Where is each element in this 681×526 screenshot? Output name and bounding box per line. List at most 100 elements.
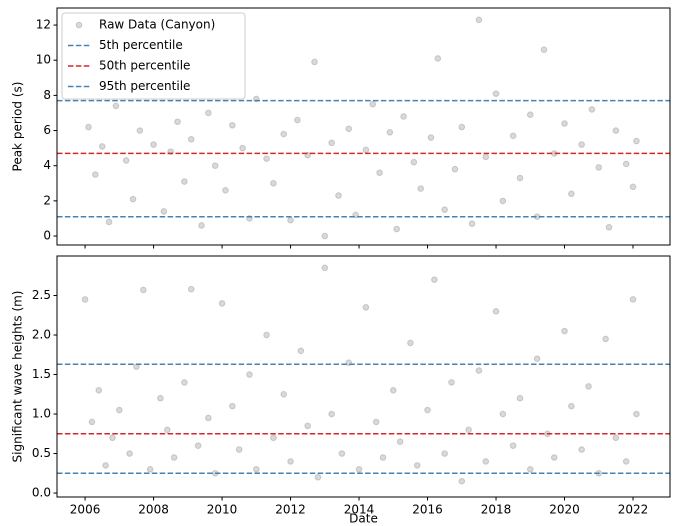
point xyxy=(263,155,270,162)
point xyxy=(431,276,438,284)
point xyxy=(109,434,116,442)
point xyxy=(129,195,137,203)
point xyxy=(362,304,370,311)
point xyxy=(499,410,507,418)
point xyxy=(194,442,202,449)
y-tick-label: 10 xyxy=(36,53,51,67)
point xyxy=(95,387,103,394)
point xyxy=(311,58,318,66)
point xyxy=(239,144,246,152)
point xyxy=(163,426,171,434)
point xyxy=(468,220,476,228)
point xyxy=(263,331,270,339)
point xyxy=(578,141,585,148)
point xyxy=(568,402,575,410)
point xyxy=(550,454,558,461)
point xyxy=(441,206,448,213)
point xyxy=(475,16,483,24)
point xyxy=(482,153,490,161)
x-tick-label: 2012 xyxy=(275,503,306,517)
point xyxy=(229,121,236,129)
point xyxy=(499,197,507,205)
point xyxy=(612,434,620,442)
point xyxy=(407,339,414,347)
point xyxy=(585,383,592,390)
point xyxy=(362,146,370,154)
point xyxy=(287,216,294,224)
legend-label: 5th percentile xyxy=(99,38,183,52)
point xyxy=(526,111,534,119)
point xyxy=(205,414,212,422)
point xyxy=(561,120,568,127)
point xyxy=(561,327,568,335)
point xyxy=(389,387,397,394)
point xyxy=(150,141,157,148)
point xyxy=(465,426,472,434)
point xyxy=(376,169,383,177)
point xyxy=(578,446,585,453)
point xyxy=(280,130,288,138)
point xyxy=(475,367,483,374)
point xyxy=(181,178,188,185)
point xyxy=(253,466,260,473)
legend-marker xyxy=(75,21,83,29)
x-axis-label: Date xyxy=(349,512,378,526)
x-tick-label: 2016 xyxy=(412,503,443,517)
y-tick-label: 1.0 xyxy=(32,407,51,421)
y-tick-label: 6 xyxy=(43,123,51,137)
y-tick-label: 0.0 xyxy=(32,486,51,500)
point xyxy=(174,118,181,126)
point xyxy=(526,466,534,473)
point xyxy=(509,132,517,140)
point xyxy=(605,223,613,231)
point xyxy=(304,422,311,430)
point xyxy=(235,446,243,453)
x-tick-label: 2022 xyxy=(618,503,649,517)
point xyxy=(492,90,500,97)
point xyxy=(482,458,490,465)
plot-area xyxy=(57,16,670,240)
point xyxy=(314,473,322,481)
point xyxy=(181,379,188,386)
point xyxy=(516,174,524,182)
point xyxy=(622,160,630,168)
point xyxy=(328,410,335,418)
point xyxy=(396,438,404,445)
axis-frame xyxy=(56,7,671,246)
point xyxy=(400,113,407,120)
legend-label: 50th percentile xyxy=(99,59,190,73)
point xyxy=(393,225,401,233)
point xyxy=(540,46,548,53)
point xyxy=(88,418,96,426)
legend: Raw Data (Canyon) 5th percentile 50th perc… xyxy=(61,12,246,100)
y-tick-label: 0.5 xyxy=(32,446,51,460)
plot-area xyxy=(57,264,670,485)
point xyxy=(122,157,130,164)
y-tick-label: 4 xyxy=(43,158,51,172)
point xyxy=(136,127,144,134)
x-tick-label: 2018 xyxy=(481,503,512,517)
point xyxy=(633,137,640,145)
point xyxy=(321,232,329,240)
point xyxy=(222,187,229,194)
point xyxy=(595,164,603,171)
legend-box xyxy=(61,12,246,100)
point xyxy=(602,335,609,343)
y-tick-label: 2 xyxy=(43,193,51,207)
point xyxy=(612,127,620,134)
point xyxy=(434,55,442,62)
point xyxy=(372,418,380,426)
point xyxy=(629,183,637,191)
point xyxy=(85,123,92,131)
point xyxy=(246,371,253,378)
point xyxy=(516,394,524,402)
point xyxy=(427,134,435,141)
point xyxy=(338,450,346,457)
legend-label: 95th percentile xyxy=(99,79,190,93)
x-tick-label: 2006 xyxy=(70,503,101,517)
point xyxy=(424,406,431,414)
point xyxy=(297,347,305,355)
point xyxy=(410,158,418,166)
point xyxy=(458,123,466,131)
x-tick-label: 2010 xyxy=(207,503,238,517)
